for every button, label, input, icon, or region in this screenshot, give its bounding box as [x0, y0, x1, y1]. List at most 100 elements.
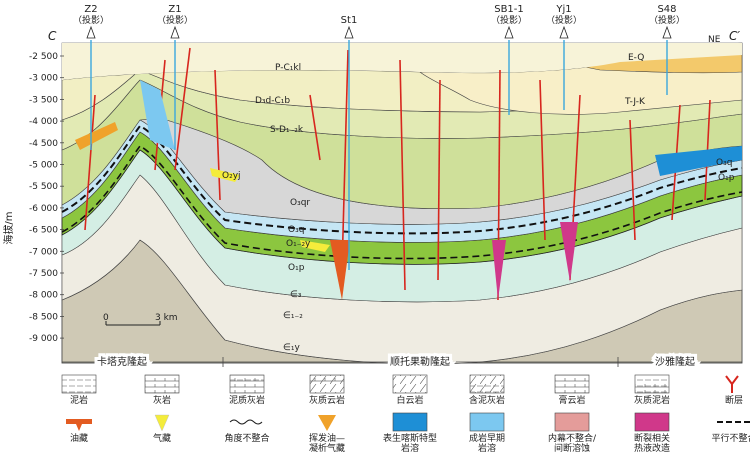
well-s48[interactable]: S48 （投影） — [649, 4, 685, 95]
legend-swatch-fault-icon — [725, 375, 739, 393]
hydrothermal-patch — [492, 240, 506, 300]
y-axis: 海拔/m -2 500 -3 000 -3 500 -4 000 -4 500 -5 00… — [2, 52, 64, 344]
legend-swatch-limy-mudstone-icon — [634, 374, 670, 394]
fault-line — [539, 79, 546, 241]
legend-label: 岩溶 — [478, 442, 496, 454]
legend-label: 平行不整合 — [711, 432, 750, 444]
stratum-label-o1p: O₁p — [288, 263, 305, 273]
derrick-icon — [559, 25, 569, 39]
stratum-label-e3: ∈₃ — [290, 290, 302, 300]
legend-label: 含泥灰岩 — [469, 394, 505, 406]
legend-swatch-limestone-icon — [144, 374, 180, 394]
volatile-oil-patch — [75, 122, 118, 150]
y-tick-label: -8 000 — [29, 291, 58, 301]
legend-swatch-early-diagenetic-karst-icon — [469, 412, 505, 432]
scale-end-label: 3 km — [155, 313, 178, 323]
legend-swatch-gas-reservoir-icon — [154, 414, 170, 432]
well-note: （投影） — [157, 14, 193, 26]
derrick-icon — [662, 25, 672, 39]
stratum-label-e12: ∈₁₋₂ — [283, 311, 303, 321]
well-yj1[interactable]: Yj1 （投影） — [546, 4, 582, 110]
well-label: Z1 — [168, 4, 181, 15]
stratum-label-dc: D₃d-C₁b — [255, 96, 290, 106]
legend-swatch-gypsum-rock-icon — [554, 374, 590, 394]
uplift-label-katake: 卡塔克隆起 — [97, 355, 147, 368]
legend-label: 断裂相关 — [634, 432, 670, 444]
well-note: （投影） — [649, 14, 685, 26]
legend-label: 挥发油— — [309, 432, 345, 444]
legend-swatch-angular-unconformity-icon — [229, 419, 263, 425]
legend-swatch-volatile-oil-condensate-icon — [318, 415, 336, 431]
legend-label: 热液改造 — [634, 442, 670, 454]
y-tick-label: -4 000 — [29, 117, 58, 127]
unconformities — [61, 124, 743, 260]
legend-swatch-oil-reservoir-icon — [66, 419, 92, 431]
direction-label: NE — [708, 35, 721, 45]
stratum-label-o3qr: O₃qr — [290, 198, 310, 208]
legend-label: 内幕不整合/ — [548, 432, 597, 444]
legend-swatch-dolomite-icon — [392, 374, 428, 394]
legend-label: 灰质云岩 — [309, 394, 345, 406]
y-tick-label: -4 500 — [29, 139, 58, 149]
uplift-label-shuntuo: 顺托果勒隆起 — [390, 355, 450, 368]
stratum-label-o1p-right: O₁p — [718, 173, 735, 183]
scale-start-label: 0 — [103, 313, 109, 323]
derrick-icon — [344, 25, 354, 39]
legend-label: 白云岩 — [396, 394, 423, 406]
stratum-label-tjk: T-J-K — [624, 97, 646, 107]
legend-swatch-limy-dolomite-icon — [309, 374, 345, 394]
legend-label: 膏云岩 — [558, 394, 585, 406]
well-label: Z2 — [84, 4, 97, 15]
gas-reservoir-patch — [210, 168, 240, 182]
well-label: Yj1 — [555, 4, 571, 15]
stratum-label-sd: S-D₁₋₂k — [270, 125, 304, 135]
legend-swatch-interlayer-karst-icon — [554, 412, 590, 432]
y-axis-label: 海拔/m — [2, 211, 15, 244]
y-tick-label: -7 500 — [29, 269, 58, 279]
fault-line — [174, 47, 191, 171]
well-note: （投影） — [73, 14, 109, 26]
hydrothermal-patch — [560, 222, 578, 282]
y-tick-label: -5 000 — [29, 161, 58, 171]
stratum-label-o12y: O₁₋₂y — [286, 239, 311, 249]
fault-line — [629, 119, 636, 241]
epikarst-patch — [655, 146, 742, 176]
stratum-label-e1y: ∈₁y — [283, 343, 300, 353]
strata-label-group: P-C₁kl D₃d-C₁b S-D₁₋₂k E-Q T-J-K O₃qr O₂… — [222, 53, 735, 353]
fault-line — [309, 94, 321, 161]
legend-label: 成岩早期 — [469, 432, 505, 444]
well-st1[interactable]: St1 — [341, 15, 358, 270]
legend-label: 岩溶 — [401, 442, 419, 454]
well-z2[interactable]: Z2 （投影） — [73, 4, 109, 150]
legend-label: 间断溶蚀 — [554, 442, 590, 454]
section-end-left: C — [48, 29, 57, 43]
uplift-label-shaya: 沙雅隆起 — [655, 355, 695, 368]
gas-reservoir-patch — [300, 240, 330, 252]
legend-swatch-epigenetic-karst-icon — [392, 412, 428, 432]
legend-label: 断层 — [725, 394, 743, 406]
reservoir-patches — [75, 80, 742, 300]
well-label: S48 — [657, 4, 676, 15]
parallel-unconformity-line — [61, 124, 743, 235]
stratum-label-pc: P-C₁kl — [275, 63, 301, 73]
y-tick-label: -3 500 — [29, 95, 58, 105]
well-note: （投影） — [491, 14, 527, 26]
stratum-label-o3q-right: O₃q — [716, 158, 732, 168]
well-label: SB1-1 — [494, 4, 524, 15]
well-label: St1 — [341, 15, 358, 26]
well-z1[interactable]: Z1 （投影） — [157, 4, 193, 150]
legend-label: 表生喀斯特型 — [383, 432, 437, 444]
legend-swatch-mudstone-icon — [61, 374, 97, 394]
well-sb1-1[interactable]: SB1-1 （投影） — [491, 4, 527, 115]
wells-group: Z2 （投影） Z1 （投影） St1 SB1-1 （投影） Yj1 （投影） — [73, 4, 685, 270]
legend-label: 气藏 — [153, 432, 171, 444]
fault-line — [84, 94, 96, 231]
legend-label: 凝析气藏 — [309, 442, 345, 454]
y-tick-labels: -2 500 -3 000 -3 500 -4 000 -4 500 -5 000 -5 5… — [29, 52, 64, 344]
fault-line — [437, 79, 441, 281]
legend-label: 油藏 — [70, 432, 88, 444]
section-end-right: C′ — [729, 29, 740, 43]
derrick-icon — [170, 25, 180, 39]
